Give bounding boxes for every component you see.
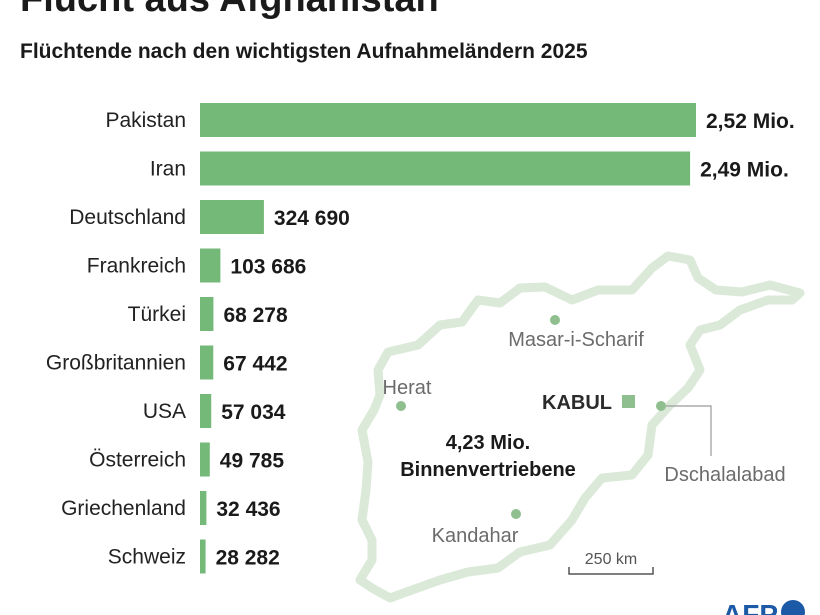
- value-label--sterreich: 49 785: [220, 450, 285, 473]
- bar-schweiz: [200, 539, 206, 574]
- category-label-gro-britannien: Großbritannien: [46, 352, 186, 375]
- value-label-pakistan: 2,52 Mio.: [706, 110, 795, 133]
- svg-text:AFP: AFP: [722, 599, 778, 615]
- afghanistan-outline: [355, 251, 805, 603]
- bar-usa: [200, 394, 212, 428]
- idp-value: 4,23 Mio.: [446, 432, 530, 454]
- category-label-iran: Iran: [150, 158, 186, 181]
- category-label-schweiz: Schweiz: [108, 546, 186, 569]
- bar-gro-britannien: [200, 345, 214, 380]
- value-label-usa: 57 034: [221, 401, 286, 424]
- value-label-deutschland: 324 690: [274, 207, 350, 230]
- category-label-t-rkei: Türkei: [128, 303, 186, 326]
- bar-t-rkei: [200, 297, 214, 331]
- city-marker-dschalalabad: [656, 401, 666, 411]
- value-label-t-rkei: 68 278: [223, 304, 288, 327]
- afghanistan-map: Masar-i-Scharif Herat KABUL Dschalalabad…: [355, 251, 805, 603]
- city-marker-herat: [396, 401, 406, 411]
- capital-label: KABUL: [542, 392, 612, 414]
- leader-line-dschalalabad: [666, 405, 712, 456]
- bar-frankreich: [200, 248, 221, 283]
- value-label-gro-britannien: 67 442: [223, 353, 287, 376]
- category-label-deutschland: Deutschland: [69, 206, 186, 229]
- bar-deutschland: [200, 200, 264, 234]
- scale-bar: 250 km: [568, 551, 654, 575]
- city-label-dschalalabad: Dschalalabad: [664, 464, 785, 486]
- city-marker-masar: [550, 315, 560, 325]
- value-label-schweiz: 28 282: [216, 547, 280, 570]
- category-label--sterreich: Österreich: [89, 449, 186, 472]
- bar-iran: [200, 151, 691, 186]
- category-label-pakistan: Pakistan: [105, 109, 186, 132]
- capital-marker: [622, 395, 635, 408]
- bar-griechenland: [200, 491, 207, 525]
- bar-pakistan: [200, 103, 696, 137]
- city-marker-kandahar: [511, 509, 521, 519]
- bar--sterreich: [200, 442, 210, 477]
- city-label-kandahar: Kandahar: [432, 525, 519, 547]
- page-title: Flucht aus Afghanistan: [20, 0, 439, 21]
- city-label-herat: Herat: [383, 377, 432, 399]
- category-label-griechenland: Griechenland: [61, 497, 186, 520]
- bar-chart: Pakistan 2,52 Mio. Iran 2,49 Mio. Deutschlan…: [46, 103, 795, 574]
- idp-label: Binnenvertriebene: [400, 459, 576, 481]
- page-subtitle: Flüchtende nach den wichtigsten Aufnahme…: [20, 40, 588, 63]
- value-label-iran: 2,49 Mio.: [700, 159, 789, 182]
- scale-label: 250 km: [585, 551, 637, 568]
- value-label-griechenland: 32 436: [216, 498, 280, 521]
- category-label-frankreich: Frankreich: [87, 255, 186, 278]
- value-label-frankreich: 103 686: [230, 256, 306, 279]
- afp-logo: AFP: [722, 599, 805, 615]
- city-label-masar: Masar-i-Scharif: [508, 329, 644, 351]
- category-label-usa: USA: [143, 400, 186, 423]
